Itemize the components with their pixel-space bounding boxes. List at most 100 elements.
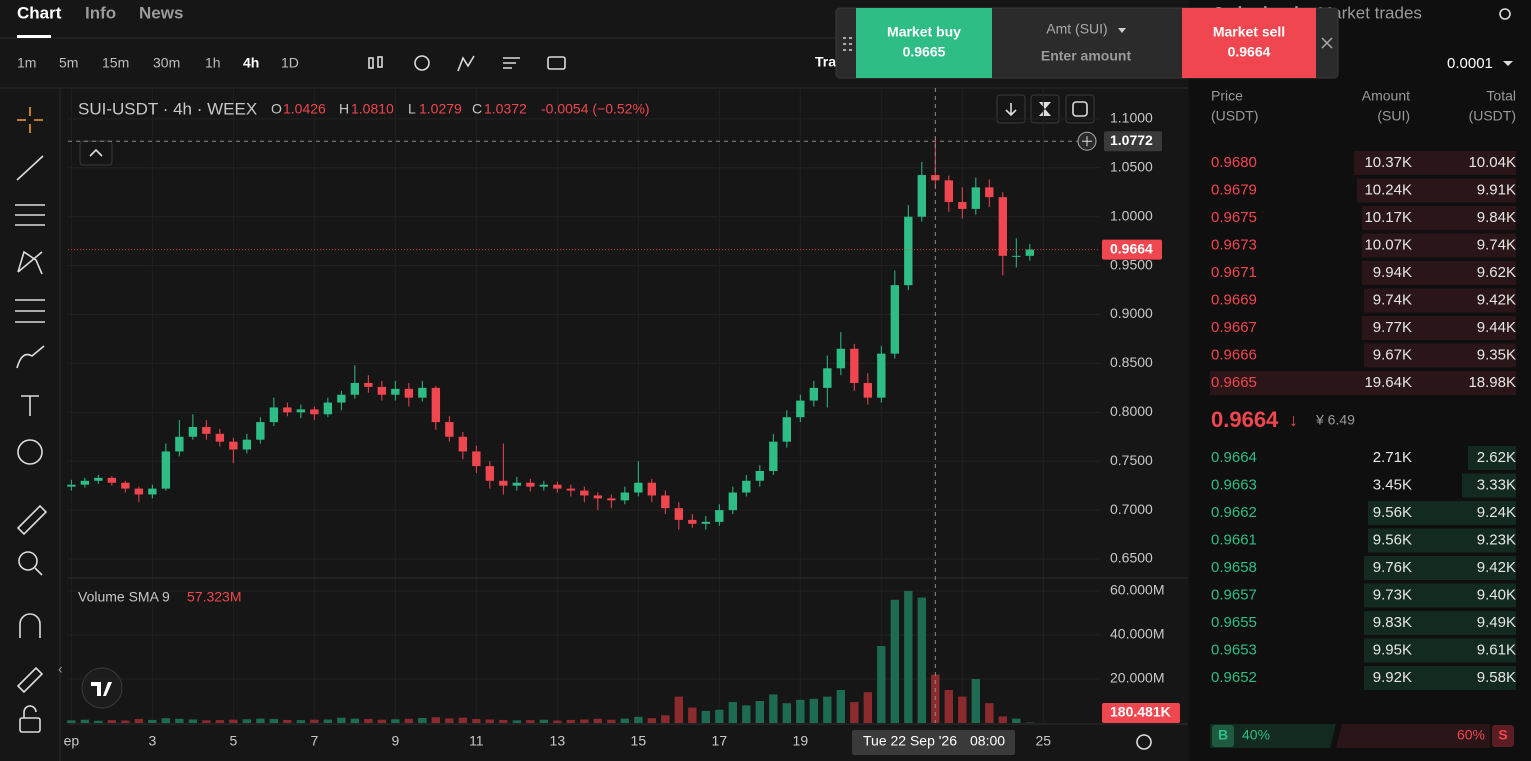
timeframe[interactable]: 4h bbox=[243, 55, 259, 71]
volume-bar bbox=[620, 718, 630, 723]
volume-bar bbox=[242, 719, 252, 723]
candle-body bbox=[674, 508, 684, 520]
precision[interactable]: 0.0001 bbox=[1447, 55, 1493, 72]
volume-bar bbox=[94, 720, 103, 723]
y-tick-label: 0.8000 bbox=[1110, 403, 1153, 419]
depth-bar bbox=[1368, 528, 1516, 553]
ob-last: 0.9664 bbox=[1211, 407, 1279, 432]
toolbar-icons: ‹ bbox=[15, 8, 1511, 750]
volume-bar bbox=[593, 718, 603, 723]
volume-bar bbox=[350, 718, 360, 723]
volume-bar bbox=[269, 719, 279, 723]
ob-cell: 9.95K bbox=[1373, 641, 1412, 658]
volume-bar bbox=[283, 719, 292, 723]
depth-bar bbox=[1368, 501, 1516, 525]
market-sell[interactable] bbox=[1182, 8, 1316, 78]
ob-cell: 0.9661 bbox=[1211, 531, 1257, 548]
ob-header: Amount bbox=[1362, 88, 1410, 104]
candle-body bbox=[607, 498, 616, 501]
ob-tab[interactable]: Market trades bbox=[1318, 3, 1422, 22]
amount-input[interactable]: Enter amount bbox=[1041, 48, 1132, 64]
ob-cell: 9.74K bbox=[1373, 291, 1412, 308]
volume-bar bbox=[823, 696, 832, 723]
ob-cell: 0.9673 bbox=[1211, 236, 1257, 253]
timeframe[interactable]: 1h bbox=[205, 55, 221, 71]
ob-arrow: ↓ bbox=[1289, 410, 1298, 430]
candle-body bbox=[863, 382, 873, 398]
ob-cell: 3.33K bbox=[1477, 476, 1516, 493]
y-tick-label: 1.0500 bbox=[1110, 159, 1153, 175]
volume-bar bbox=[755, 700, 765, 723]
last-price-tag bbox=[1102, 239, 1162, 260]
candle-body bbox=[593, 495, 603, 499]
ob-cell: 9.42K bbox=[1477, 559, 1516, 576]
market-buy[interactable] bbox=[856, 8, 992, 78]
ohlc-value: 1.0279 bbox=[419, 101, 462, 117]
ob-cell: 9.24K bbox=[1477, 504, 1516, 521]
volume-bar bbox=[445, 718, 454, 723]
timeframe[interactable]: 15m bbox=[102, 55, 129, 71]
volume-bar bbox=[701, 710, 711, 723]
ob-cell: 9.58K bbox=[1477, 669, 1516, 686]
volume-bar bbox=[985, 703, 994, 723]
candle-body bbox=[499, 480, 508, 486]
volume-bar bbox=[917, 597, 926, 723]
crosshair-price-tag bbox=[1104, 131, 1162, 152]
timeframe[interactable]: 1D bbox=[281, 55, 299, 71]
ob-cell: 0.9657 bbox=[1211, 586, 1257, 603]
ob-cell: 9.67K bbox=[1373, 346, 1412, 363]
candle-body bbox=[391, 388, 400, 395]
ob-cell: 9.92K bbox=[1373, 669, 1412, 686]
volume-bar bbox=[539, 719, 549, 723]
candle-body bbox=[661, 495, 670, 509]
ohlc-key: H bbox=[339, 101, 349, 117]
candle-body bbox=[296, 409, 306, 413]
ohlc-key: O bbox=[271, 101, 282, 117]
candle-body bbox=[985, 187, 994, 198]
plus bbox=[1082, 136, 1092, 147]
ohlc-value: 1.0810 bbox=[351, 101, 394, 117]
volume-bar bbox=[526, 720, 535, 723]
ob-cell: 10.17K bbox=[1364, 209, 1412, 226]
tab-underline bbox=[17, 35, 51, 38]
candle-body bbox=[769, 441, 778, 472]
depth-bar bbox=[1364, 583, 1516, 608]
candle-body bbox=[256, 422, 265, 440]
close[interactable] bbox=[1321, 37, 1333, 49]
caret bbox=[1118, 28, 1126, 33]
ohlc-key: C bbox=[472, 101, 482, 117]
volume-bar bbox=[107, 720, 117, 723]
x-tick-label: ep bbox=[64, 733, 80, 749]
volume-bar bbox=[134, 719, 144, 723]
volume-bar bbox=[647, 718, 657, 723]
ob-header: (USDT) bbox=[1469, 108, 1516, 124]
candle-body bbox=[323, 402, 333, 415]
crosshair-date-tag bbox=[852, 730, 1015, 755]
volume-bar bbox=[229, 719, 238, 723]
timeframe[interactable]: 5m bbox=[59, 55, 78, 71]
timeframe[interactable]: 1m bbox=[17, 55, 36, 71]
ob-header: (SUI) bbox=[1377, 108, 1410, 124]
chart-bg bbox=[0, 0, 1188, 761]
candle-body bbox=[377, 386, 387, 395]
buy-price: 0.9665 bbox=[903, 44, 946, 60]
ob-cell: 10.24K bbox=[1364, 181, 1412, 198]
volume-bar bbox=[256, 718, 265, 723]
tab[interactable]: Info bbox=[85, 3, 116, 22]
volume-sma: 57.323M bbox=[187, 589, 241, 605]
candle-body bbox=[445, 422, 454, 437]
y2-tick-label: 40.000M bbox=[1110, 626, 1164, 642]
candle-body bbox=[229, 441, 238, 450]
ob-cell: 0.9653 bbox=[1211, 641, 1257, 658]
candle-body bbox=[944, 180, 953, 203]
ob-cell: 0.9652 bbox=[1211, 669, 1257, 686]
tab[interactable]: Chart bbox=[17, 3, 62, 22]
tab[interactable]: News bbox=[139, 3, 183, 22]
timeframe[interactable]: 30m bbox=[153, 55, 180, 71]
y-tick-label: 0.7500 bbox=[1110, 452, 1153, 468]
ob-cell: 9.35K bbox=[1477, 346, 1516, 363]
volume-bar bbox=[742, 705, 751, 723]
svg-text:‹: ‹ bbox=[58, 661, 63, 677]
y-tick-label: 0.7000 bbox=[1110, 501, 1153, 517]
